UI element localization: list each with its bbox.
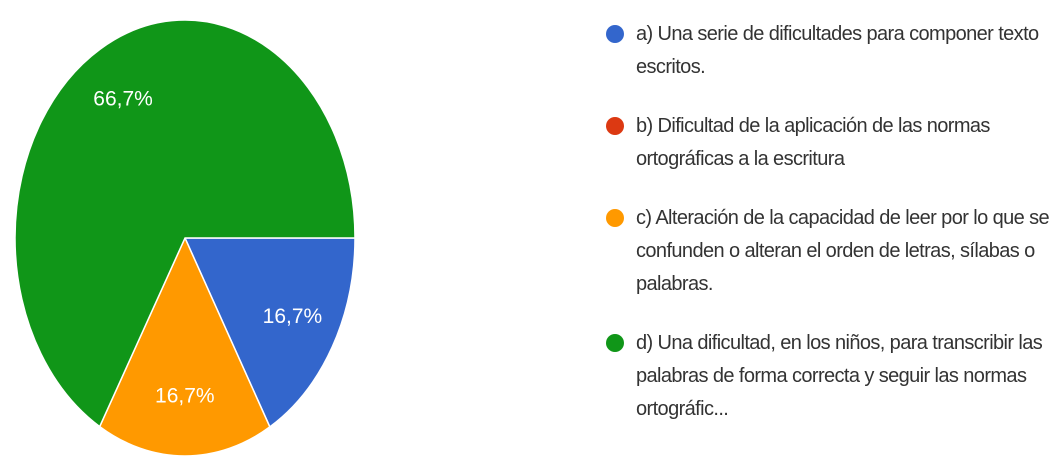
slice-label: 66,7% xyxy=(93,88,153,111)
legend-marker xyxy=(606,25,624,43)
legend-marker xyxy=(606,209,624,227)
legend-label: b) Dificultad de la aplicación de las no… xyxy=(636,115,990,170)
legend-marker xyxy=(606,334,624,352)
pie-slice xyxy=(14,19,356,428)
pie-slice xyxy=(183,237,356,429)
legend-item: a) Una serie de dificultades para compon… xyxy=(606,18,1052,84)
legend-label: d) Una dificultad, en los niños, para tr… xyxy=(636,332,1043,420)
legend-item: d) Una dificultad, en los niños, para tr… xyxy=(606,327,1052,426)
legend-marker xyxy=(606,117,624,135)
legend-item: c) Alteración de la capacidad de leer po… xyxy=(606,202,1052,301)
legend-item: b) Dificultad de la aplicación de las no… xyxy=(606,110,1052,176)
slice-label: 16,7% xyxy=(263,305,323,328)
slice-label: 16,7% xyxy=(155,385,215,408)
legend-label: c) Alteración de la capacidad de leer po… xyxy=(636,207,1050,295)
legend-label: a) Una serie de dificultades para compon… xyxy=(636,23,1039,78)
legend: a) Una serie de dificultades para compon… xyxy=(606,18,1052,426)
chart: 16,7% 16,7% 66,7% xyxy=(14,19,356,457)
pie-slice xyxy=(98,236,271,457)
